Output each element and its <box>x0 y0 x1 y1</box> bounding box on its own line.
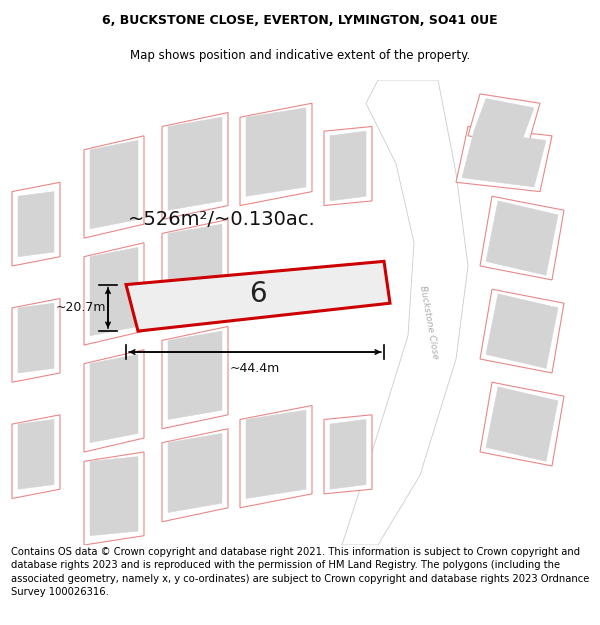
Polygon shape <box>168 433 222 512</box>
Text: Contains OS data © Crown copyright and database right 2021. This information is : Contains OS data © Crown copyright and d… <box>11 547 589 598</box>
Polygon shape <box>330 131 366 201</box>
Polygon shape <box>162 112 228 219</box>
Polygon shape <box>330 419 366 489</box>
Polygon shape <box>480 289 564 373</box>
Polygon shape <box>324 126 372 206</box>
Polygon shape <box>240 103 312 206</box>
Polygon shape <box>84 242 144 345</box>
Polygon shape <box>456 126 552 192</box>
Polygon shape <box>342 80 468 545</box>
Polygon shape <box>246 108 306 196</box>
Polygon shape <box>12 415 60 499</box>
Polygon shape <box>12 182 60 266</box>
Text: Buckstone Close: Buckstone Close <box>418 284 440 359</box>
Polygon shape <box>162 326 228 429</box>
Polygon shape <box>90 141 138 229</box>
Polygon shape <box>84 452 144 545</box>
Polygon shape <box>462 131 546 187</box>
Polygon shape <box>468 94 540 145</box>
Polygon shape <box>246 410 306 499</box>
Polygon shape <box>168 331 222 419</box>
Polygon shape <box>90 248 138 336</box>
Polygon shape <box>324 415 372 494</box>
Text: 6: 6 <box>249 280 267 308</box>
Polygon shape <box>480 382 564 466</box>
Text: ~526m²/~0.130ac.: ~526m²/~0.130ac. <box>128 210 316 229</box>
Text: Map shows position and indicative extent of the property.: Map shows position and indicative extent… <box>130 49 470 62</box>
Polygon shape <box>486 294 558 368</box>
Text: ~44.4m: ~44.4m <box>230 362 280 375</box>
Polygon shape <box>84 350 144 452</box>
Polygon shape <box>480 196 564 280</box>
Polygon shape <box>90 457 138 536</box>
Polygon shape <box>18 192 54 257</box>
Polygon shape <box>486 201 558 275</box>
Polygon shape <box>162 429 228 522</box>
Polygon shape <box>90 354 138 442</box>
Polygon shape <box>18 303 54 373</box>
Polygon shape <box>162 219 228 326</box>
Polygon shape <box>168 224 222 317</box>
Polygon shape <box>474 99 534 141</box>
Polygon shape <box>240 406 312 508</box>
Text: 6, BUCKSTONE CLOSE, EVERTON, LYMINGTON, SO41 0UE: 6, BUCKSTONE CLOSE, EVERTON, LYMINGTON, … <box>102 14 498 26</box>
Polygon shape <box>18 419 54 489</box>
Polygon shape <box>168 118 222 210</box>
Text: ~20.7m: ~20.7m <box>56 301 106 314</box>
Polygon shape <box>486 387 558 461</box>
Polygon shape <box>84 136 144 238</box>
Polygon shape <box>126 261 390 331</box>
Polygon shape <box>12 299 60 382</box>
